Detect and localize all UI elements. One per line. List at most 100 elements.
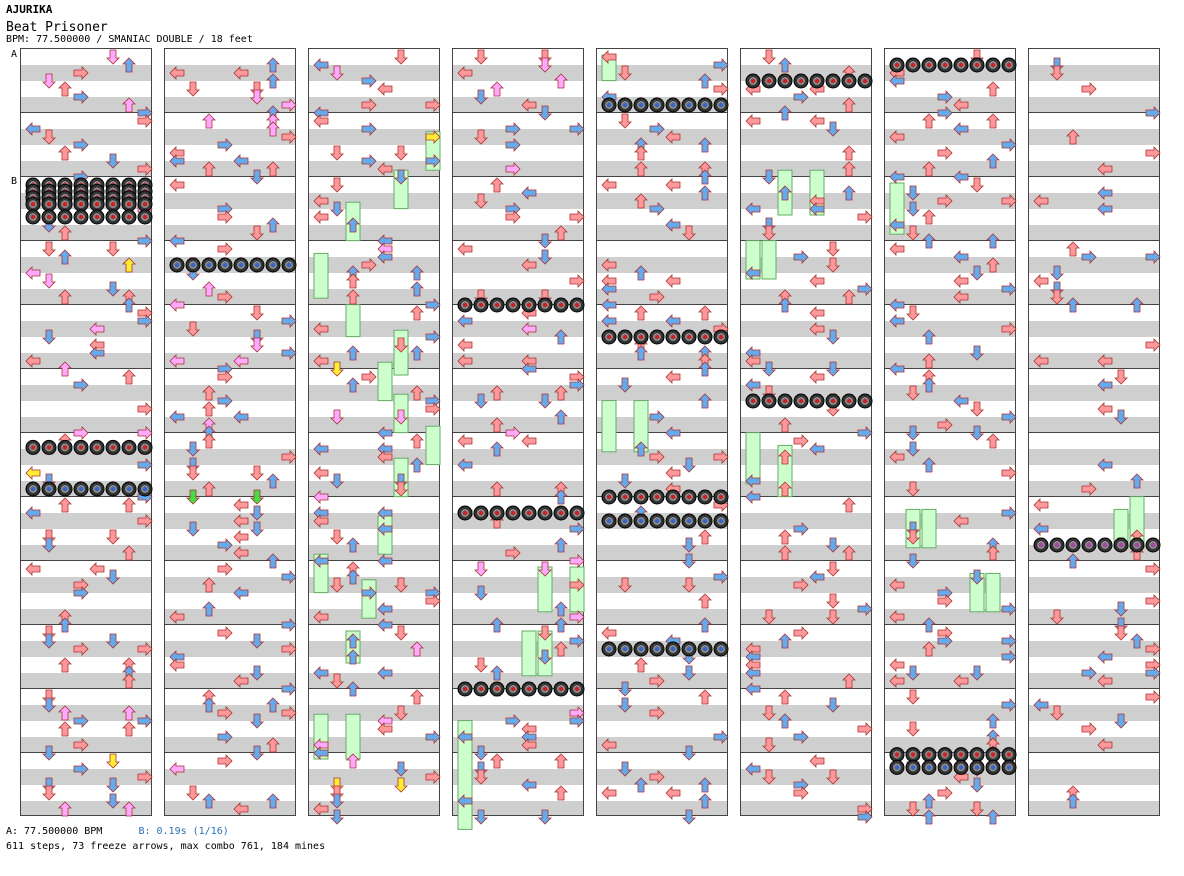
step-arrow-left bbox=[313, 210, 329, 224]
step-arrow-down bbox=[826, 361, 840, 377]
step-arrow-down bbox=[906, 801, 920, 817]
mine bbox=[681, 329, 697, 345]
step-arrow-left bbox=[889, 610, 905, 624]
step-arrow-down bbox=[474, 193, 488, 209]
step-arrow-right bbox=[281, 450, 297, 464]
step-arrow-right bbox=[937, 586, 953, 600]
step-arrow-down bbox=[906, 305, 920, 321]
step-arrow-down bbox=[394, 625, 408, 641]
mine bbox=[937, 57, 953, 73]
step-arrow-left bbox=[745, 658, 761, 672]
step-arrow-right bbox=[1145, 250, 1161, 264]
measure-line bbox=[309, 560, 439, 561]
step-arrow-down bbox=[394, 481, 408, 497]
mine bbox=[89, 196, 105, 212]
step-arrow-down bbox=[682, 225, 696, 241]
mine bbox=[121, 439, 137, 455]
step-arrow-down bbox=[970, 665, 984, 681]
notes-layer bbox=[169, 57, 297, 816]
step-arrow-left bbox=[25, 354, 41, 368]
step-arrow-down bbox=[538, 249, 552, 265]
step-arrow-down bbox=[42, 273, 56, 289]
step-arrow-right bbox=[281, 618, 297, 632]
mine bbox=[569, 505, 585, 521]
step-arrow-right bbox=[281, 642, 297, 656]
measure-line bbox=[597, 304, 727, 305]
step-arrow-left bbox=[889, 362, 905, 376]
step-arrow-up bbox=[842, 185, 856, 201]
step-arrow-down bbox=[42, 745, 56, 761]
step-arrow-up bbox=[490, 481, 504, 497]
step-arrow-left bbox=[169, 610, 185, 624]
mine bbox=[601, 329, 617, 345]
step-arrow-left bbox=[313, 114, 329, 128]
step-arrow-right bbox=[137, 770, 153, 784]
step-arrow-left bbox=[665, 370, 681, 384]
measure-line bbox=[741, 560, 871, 561]
mine bbox=[137, 196, 153, 212]
step-arrow-down bbox=[474, 49, 488, 65]
measure-line bbox=[741, 368, 871, 369]
step-arrow-down bbox=[618, 681, 632, 697]
step-arrow-up bbox=[122, 673, 136, 689]
step-arrow-down bbox=[762, 705, 776, 721]
mine bbox=[73, 196, 89, 212]
mine bbox=[665, 489, 681, 505]
step-arrow-left bbox=[377, 250, 393, 264]
step-arrow-down bbox=[330, 409, 344, 425]
mine bbox=[73, 209, 89, 225]
mine bbox=[969, 747, 985, 763]
step-arrow-left bbox=[953, 170, 969, 184]
step-arrow-right bbox=[425, 98, 441, 112]
step-arrow-right bbox=[281, 130, 297, 144]
step-arrow-right bbox=[217, 562, 233, 576]
measure-line bbox=[741, 112, 871, 113]
step-arrow-up bbox=[58, 361, 72, 377]
step-arrow-up bbox=[634, 161, 648, 177]
step-arrow-down bbox=[186, 81, 200, 97]
step-arrow-down bbox=[826, 593, 840, 609]
step-arrow-up bbox=[922, 329, 936, 345]
step-arrow-left bbox=[521, 778, 537, 792]
step-arrow-up bbox=[986, 809, 1000, 825]
measure-line bbox=[165, 240, 295, 241]
mine bbox=[89, 481, 105, 497]
step-arrow-left bbox=[521, 186, 537, 200]
step-arrow-up bbox=[698, 529, 712, 545]
mine bbox=[265, 257, 281, 273]
step-arrow-down bbox=[474, 89, 488, 105]
measure-line bbox=[165, 432, 295, 433]
step-arrow-up bbox=[698, 689, 712, 705]
step-arrow-up bbox=[778, 481, 792, 497]
step-arrow-down bbox=[618, 113, 632, 129]
step-arrow-up bbox=[554, 409, 568, 425]
step-arrow-up bbox=[842, 145, 856, 161]
step-arrow-left bbox=[665, 218, 681, 232]
step-arrow-down bbox=[250, 665, 264, 681]
step-arrow-down bbox=[618, 577, 632, 593]
step-arrow-up bbox=[554, 641, 568, 657]
measure-line bbox=[885, 560, 1015, 561]
step-arrow-right bbox=[1001, 698, 1017, 712]
step-arrow-down bbox=[250, 489, 264, 505]
step-arrow-right bbox=[793, 90, 809, 104]
step-arrow-up bbox=[266, 793, 280, 809]
step-arrow-up bbox=[202, 113, 216, 129]
mine bbox=[841, 73, 857, 89]
step-arrow-right bbox=[281, 570, 297, 584]
step-arrow-left bbox=[377, 666, 393, 680]
step-arrow-left bbox=[377, 450, 393, 464]
step-arrow-up bbox=[346, 753, 360, 769]
mine bbox=[105, 481, 121, 497]
step-arrow-left bbox=[1033, 274, 1049, 288]
step-arrow-right bbox=[73, 762, 89, 776]
step-arrow-left bbox=[745, 266, 761, 280]
step-arrow-down bbox=[1114, 409, 1128, 425]
step-arrow-left bbox=[25, 266, 41, 280]
step-arrow-left bbox=[1097, 378, 1113, 392]
step-arrow-left bbox=[377, 162, 393, 176]
mine bbox=[793, 393, 809, 409]
measure-line bbox=[309, 496, 439, 497]
mine bbox=[25, 439, 41, 455]
step-arrow-up bbox=[698, 185, 712, 201]
